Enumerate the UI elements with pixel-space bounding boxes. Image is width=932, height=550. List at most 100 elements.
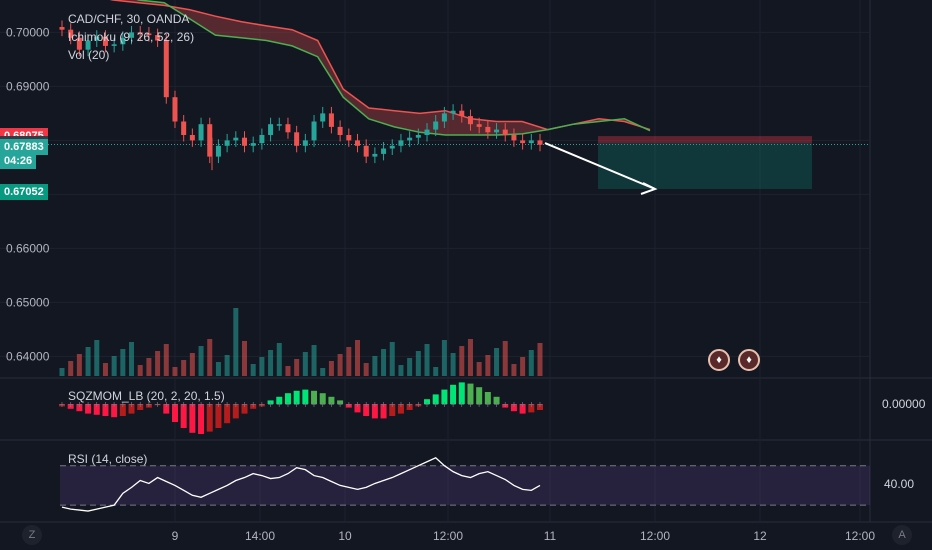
sqz-bar	[371, 404, 378, 419]
sqz-dot: +	[232, 400, 239, 409]
kumo-fill	[113, 0, 650, 135]
sqz-bar	[528, 404, 535, 413]
volume-bar	[459, 346, 465, 376]
sqz-bar	[354, 404, 361, 413]
candle-body	[233, 137, 239, 141]
sqz-bar	[450, 384, 457, 404]
sqz-bar	[206, 404, 213, 432]
sqz-bar	[345, 404, 352, 408]
volume-bar	[485, 355, 491, 376]
stop-loss-zone	[598, 136, 812, 144]
volume-bar	[198, 346, 204, 376]
x-tick-label: 9	[172, 529, 179, 543]
candle-body	[450, 110, 456, 114]
volume-bar	[520, 357, 526, 376]
candle-body	[198, 124, 204, 141]
candle-body	[363, 145, 369, 157]
volume-bar	[294, 359, 300, 376]
arrow-head	[640, 182, 658, 195]
sqz-dot: +	[380, 400, 387, 409]
short-position-tool[interactable]	[544, 136, 812, 195]
volume-bar	[328, 361, 334, 376]
candle-body	[276, 124, 282, 126]
zoom-icon[interactable]: Z	[22, 525, 42, 545]
sqz-dot: +	[467, 400, 474, 409]
candle-body	[441, 113, 447, 122]
axes: 0.70000 0.69000 0.66000 0.65000 0.64000 9 14:0…	[6, 25, 926, 543]
volume-bar	[111, 356, 117, 376]
sqz-bar	[119, 404, 126, 416]
volume-bar	[215, 362, 221, 376]
sqz-dot: +	[415, 400, 422, 409]
candle-body	[328, 113, 334, 127]
sqz-dot: +	[172, 400, 179, 409]
auto-scale-icon[interactable]: A	[892, 525, 912, 545]
sqz-dot: +	[328, 400, 335, 409]
sqz-bar	[328, 396, 335, 404]
candle-body	[146, 33, 152, 36]
volume-bar	[181, 360, 187, 376]
candle-body	[250, 143, 256, 146]
volume-bar	[120, 349, 126, 376]
volume-bar	[354, 340, 360, 376]
sqz-bar	[337, 400, 344, 404]
sqz-bar	[319, 393, 326, 404]
candle-body	[242, 137, 248, 146]
candle-body	[372, 153, 378, 157]
volume-bar	[129, 342, 135, 376]
sqz-bar	[406, 404, 413, 410]
sqz-bar	[93, 404, 100, 415]
volume-bar	[363, 363, 369, 376]
squeeze-momentum-pane: + + + + + + + + + + + + + + + + + + + + + + + + + + + + + + + + + + + + + + + +…	[59, 382, 544, 434]
sqz-dot: +	[59, 400, 66, 409]
sqz-dot: +	[485, 400, 492, 409]
volume-bar	[337, 354, 343, 376]
sqz-dot: +	[285, 400, 292, 409]
price-axis-label: 04:26	[0, 152, 37, 169]
sqz-bar	[397, 404, 404, 414]
candle-body	[528, 140, 534, 144]
volume-bar	[415, 351, 421, 376]
sqz-bar	[458, 382, 465, 404]
sqzmom-legend: SQZMOM_LB (20, 2, 20, 1.5)	[68, 389, 225, 403]
canada-flag-icon[interactable]: ♦	[738, 349, 760, 371]
sqz-dot: +	[528, 400, 535, 409]
volume-bar	[433, 367, 439, 376]
grid	[0, 0, 932, 523]
volume-bar	[268, 350, 274, 376]
sqz-dot: +	[389, 400, 396, 409]
candle-body	[381, 148, 387, 154]
sqz-bar	[476, 387, 483, 404]
candle-body	[407, 137, 413, 141]
candle-body	[120, 37, 126, 45]
candle-body	[494, 129, 500, 133]
sqz-dot: +	[154, 400, 161, 409]
volume-bar	[441, 340, 447, 376]
sqz-bar	[293, 390, 300, 404]
sqz-bar	[415, 404, 422, 407]
canada-flag-icon[interactable]: ♦	[708, 349, 730, 371]
volume-bar	[172, 367, 178, 376]
candle-body	[181, 121, 187, 135]
volume-bar	[102, 363, 108, 376]
volume-bar	[450, 353, 456, 376]
sqz-dot: +	[537, 400, 544, 409]
candle-body	[68, 29, 74, 38]
volume-bar	[528, 350, 534, 376]
volume-bar	[320, 368, 326, 376]
volume-bar	[311, 345, 317, 376]
volume-bar	[424, 344, 430, 376]
sqz-dot: +	[128, 400, 135, 409]
sqz-bar	[145, 404, 152, 408]
sqz-bar	[510, 404, 517, 412]
sqz-dot: +	[511, 400, 518, 409]
sqz-dot: +	[250, 400, 257, 409]
volume-bar	[259, 357, 265, 376]
x-tick-label: 12	[753, 529, 767, 543]
sqz-dot: +	[493, 400, 500, 409]
sqz-bar	[59, 404, 65, 407]
volume-bar	[85, 347, 91, 376]
candle-body	[337, 126, 343, 135]
volume-bar	[276, 343, 282, 376]
